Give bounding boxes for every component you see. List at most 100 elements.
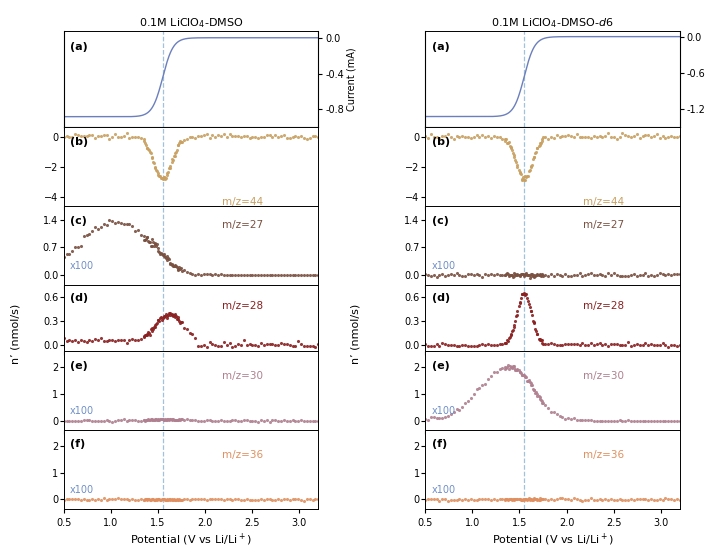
Point xyxy=(551,410,562,419)
Point xyxy=(531,391,542,400)
Point xyxy=(81,495,92,504)
Point xyxy=(163,254,174,263)
Point xyxy=(586,269,597,277)
Point xyxy=(440,412,451,421)
Point xyxy=(301,416,312,425)
Point xyxy=(503,270,514,279)
Point xyxy=(201,416,212,425)
Point xyxy=(281,340,292,349)
Point xyxy=(267,133,278,142)
Point xyxy=(212,270,224,279)
Point xyxy=(566,131,577,140)
Point xyxy=(295,131,307,140)
Point xyxy=(72,130,84,139)
Point xyxy=(617,341,628,350)
Point xyxy=(506,143,517,152)
Point xyxy=(600,271,611,280)
Point xyxy=(556,493,568,502)
Point xyxy=(502,335,513,344)
Point xyxy=(281,494,292,503)
Point xyxy=(508,269,520,278)
Point xyxy=(423,495,434,504)
Point xyxy=(594,416,605,425)
Point xyxy=(75,336,86,345)
Point xyxy=(147,241,158,250)
Point xyxy=(168,311,179,320)
Point xyxy=(141,330,152,339)
Point xyxy=(500,270,511,279)
Point xyxy=(674,495,685,504)
Point xyxy=(518,175,530,184)
Point xyxy=(273,340,284,349)
Point xyxy=(663,342,674,351)
Point xyxy=(201,269,212,278)
Point xyxy=(527,272,539,281)
Point xyxy=(313,416,324,425)
Point xyxy=(663,270,674,279)
Point xyxy=(622,337,634,346)
Point xyxy=(442,411,454,420)
Point xyxy=(150,415,161,424)
Point xyxy=(535,138,547,147)
Point xyxy=(511,365,523,374)
Point xyxy=(426,495,437,504)
Point xyxy=(157,495,169,504)
Point xyxy=(175,137,186,146)
Point xyxy=(597,132,608,141)
Point xyxy=(511,310,523,319)
Text: (d): (d) xyxy=(431,293,450,303)
Point xyxy=(503,138,514,147)
Point xyxy=(284,133,295,142)
Point xyxy=(503,138,514,147)
Point xyxy=(298,497,309,505)
Point xyxy=(628,270,639,279)
Point xyxy=(454,405,465,414)
Point xyxy=(514,270,525,279)
Point xyxy=(158,495,169,504)
Point xyxy=(309,416,321,425)
Point xyxy=(494,495,506,504)
Point xyxy=(170,310,181,319)
Point xyxy=(153,415,164,424)
Point xyxy=(101,221,113,230)
Point xyxy=(531,388,542,397)
Point xyxy=(479,132,491,141)
Point xyxy=(158,312,169,321)
Point xyxy=(261,131,273,140)
Point xyxy=(522,495,533,504)
Point xyxy=(104,416,115,425)
Point xyxy=(500,495,511,504)
Point xyxy=(608,269,620,278)
Point xyxy=(600,416,611,425)
Point xyxy=(207,131,218,140)
Point xyxy=(204,494,215,503)
Point xyxy=(149,239,161,247)
Point xyxy=(634,271,645,280)
Point xyxy=(442,340,454,349)
Point xyxy=(457,495,468,504)
Point xyxy=(287,271,298,280)
Point xyxy=(164,259,175,267)
Point xyxy=(229,416,241,425)
Point xyxy=(158,250,169,259)
Point xyxy=(72,495,84,504)
Point xyxy=(244,270,256,279)
Point xyxy=(611,416,622,425)
Point xyxy=(569,133,580,142)
Point xyxy=(510,365,521,374)
Point xyxy=(494,270,506,279)
Point xyxy=(640,494,651,503)
Point xyxy=(301,495,312,504)
Point xyxy=(107,217,118,226)
Point xyxy=(167,261,178,270)
Point xyxy=(476,381,488,390)
Point xyxy=(611,270,622,279)
Point xyxy=(193,416,204,425)
Point xyxy=(603,495,614,504)
Point xyxy=(622,272,634,281)
Point xyxy=(513,270,524,279)
Point xyxy=(671,133,683,142)
Point xyxy=(504,495,515,504)
Point xyxy=(270,495,281,504)
Point xyxy=(528,319,539,327)
